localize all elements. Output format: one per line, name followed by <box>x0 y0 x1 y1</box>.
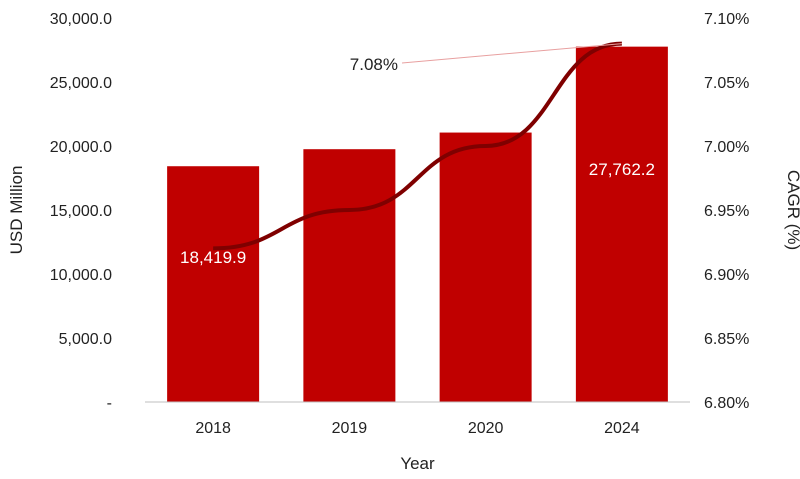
x-tick-label: 2024 <box>604 420 640 437</box>
cagr-leader-line <box>401 43 622 64</box>
x-tick-label: 2020 <box>468 420 504 437</box>
y2-tick-label: 6.85% <box>704 331 749 348</box>
x-tick-label: 2019 <box>332 420 368 437</box>
y-tick-label: 10,000.0 <box>50 267 112 284</box>
cagr-series-line <box>213 41 622 251</box>
y-tick-label: 15,000.0 <box>50 203 112 220</box>
y-tick-label: 30,000.0 <box>50 11 112 28</box>
y-tick-label: 5,000.0 <box>59 331 112 348</box>
y2-axis-ticks: 6.80% 6.85% 6.90% 6.95% 7.00% 7.05% 7.10% <box>704 11 749 412</box>
y2-tick-label: 6.95% <box>704 203 749 220</box>
y2-tick-label: 7.00% <box>704 139 749 156</box>
bar-2024 <box>575 46 668 403</box>
bar-2018 <box>167 166 260 402</box>
bar-2019 <box>303 149 396 402</box>
y-axis-title: USD Million <box>7 166 26 255</box>
y2-tick-label: 6.80% <box>704 395 749 412</box>
bar-2020 <box>439 132 532 402</box>
data-label-group: 18,419.9 27,762.2 <box>180 160 655 267</box>
y-tick-label: 20,000.0 <box>50 139 112 156</box>
cagr-annotation: 7.08% <box>350 55 398 74</box>
y2-tick-label: 6.90% <box>704 267 749 284</box>
y2-tick-label: 7.05% <box>704 75 749 92</box>
y-tick-label: 25,000.0 <box>50 75 112 92</box>
data-label-2024: 27,762.2 <box>589 160 655 179</box>
x-axis-ticks: 2018 2019 2020 2024 <box>195 420 639 437</box>
y2-axis-title: CAGR (%) <box>784 170 800 250</box>
bar-group <box>167 46 668 403</box>
y2-tick-label: 7.10% <box>704 11 749 28</box>
y-tick-label: - <box>107 395 112 412</box>
data-label-2018: 18,419.9 <box>180 248 246 267</box>
x-tick-label: 2018 <box>195 420 231 437</box>
y-axis-ticks: - 5,000.0 10,000.0 15,000.0 20,000.0 25,000.0… <box>50 11 112 412</box>
x-axis-title: Year <box>400 454 435 473</box>
